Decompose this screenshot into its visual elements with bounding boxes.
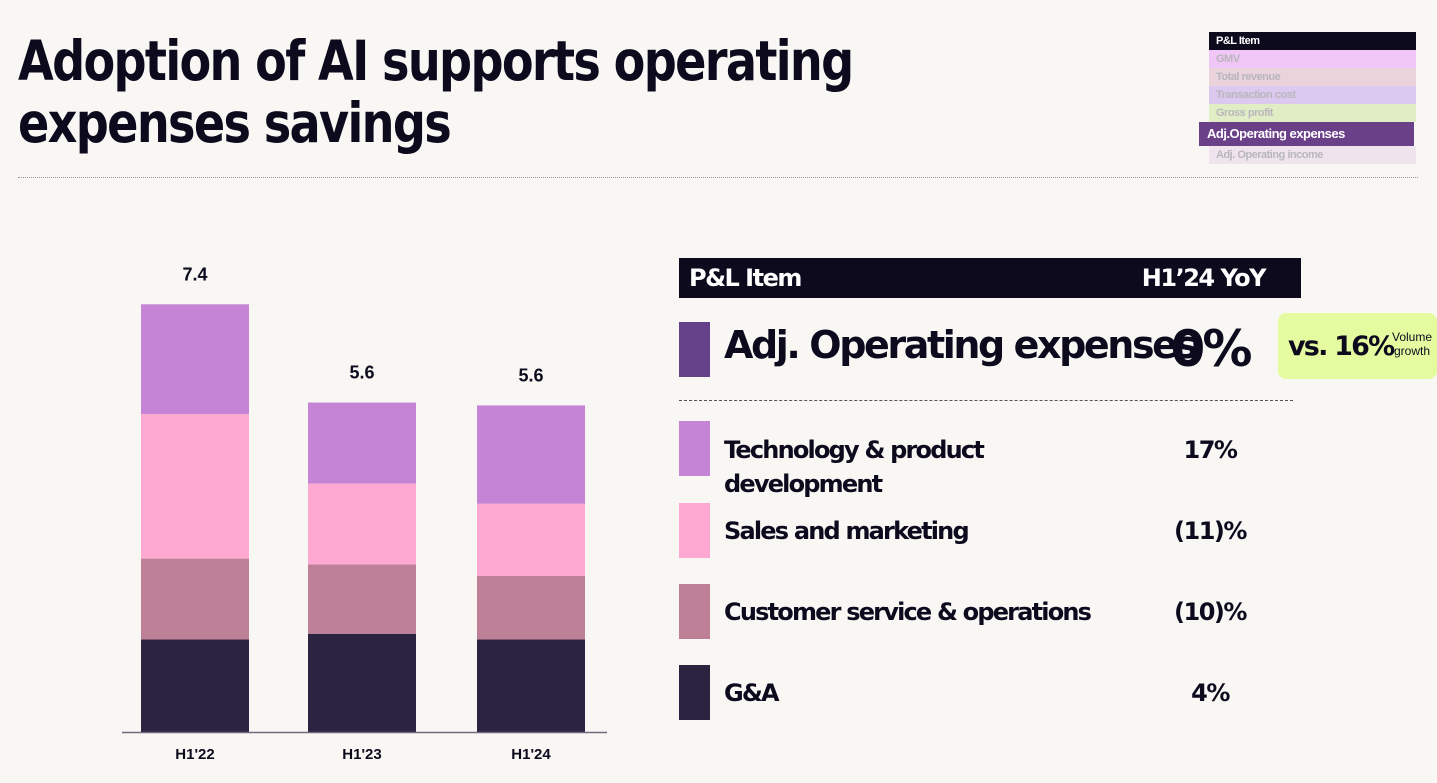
row-value-customer: (10)% [1174, 598, 1247, 626]
bar-segment-technology [141, 304, 249, 415]
callout-value: vs. 16% [1288, 331, 1395, 362]
row-value-sales: (11)% [1174, 517, 1247, 545]
total-label: Adj. Operating expenses [724, 323, 1198, 367]
x-axis-tick-label: H1'22 [175, 746, 214, 763]
nav-item-adj-operating-expenses[interactable]: Adj.Operating expenses [1199, 122, 1414, 146]
header-item: P&L Item [689, 264, 802, 292]
nav-item-gross-profit[interactable]: Gross profit [1209, 104, 1416, 122]
bar-total-label: 5.6 [349, 363, 374, 383]
row-value-ga: 4% [1191, 679, 1230, 707]
callout-note: Volume growth [1391, 330, 1433, 358]
bar-segment-ga [141, 639, 249, 732]
stacked-bar-chart: 7.4 H1'22 5.6 H1'23 5.6 H1'24 [122, 264, 607, 763]
row-label-customer: Customer service & operations [724, 598, 1092, 626]
bar-segment-technology [477, 405, 585, 504]
row-label-technology: Technology & product development [724, 436, 985, 498]
tech-swatch [679, 421, 710, 476]
total-swatch [679, 322, 710, 377]
bar-segment-technology [308, 402, 416, 484]
bar-segment-ga [477, 639, 585, 732]
nav-item-adj-operating-income[interactable]: Adj. Operating income [1209, 146, 1416, 164]
bar-segment-sales_marketing [308, 483, 416, 565]
bar-segment-sales_marketing [141, 414, 249, 559]
nav-item-gmv[interactable]: GMV [1209, 50, 1416, 68]
nav-item-pl-item[interactable]: P&L Item [1209, 32, 1416, 50]
table-divider [679, 400, 1293, 401]
volume-growth-callout: vs. 16% Volume growth [1278, 313, 1437, 379]
x-axis-tick-label: H1'23 [342, 746, 381, 763]
table-header: P&L Item H1’24 YoY [679, 258, 1301, 298]
customer-swatch [679, 584, 710, 639]
bar-segment-customer_service [141, 558, 249, 640]
header-yoy: H1’24 YoY [1141, 264, 1267, 292]
row-label-ga: G&A [724, 679, 780, 707]
bar-segment-customer_service [477, 575, 585, 640]
row-value-technology: 17% [1183, 436, 1238, 464]
nav-item-total-revenue[interactable]: Total revenue [1209, 68, 1416, 86]
title-divider [18, 177, 1418, 178]
bar-segment-ga [308, 633, 416, 732]
row-label-sales: Sales and marketing [724, 517, 970, 545]
bar-segment-customer_service [308, 564, 416, 634]
bar-segment-sales_marketing [477, 503, 585, 576]
total-value: 0% [1170, 320, 1253, 378]
bar-total-label: 5.6 [518, 365, 543, 385]
sales-swatch [679, 503, 710, 558]
nav-item-transaction-cost[interactable]: Transaction cost [1209, 86, 1416, 104]
bar-total-label: 7.4 [182, 264, 207, 284]
ga-swatch [679, 665, 710, 720]
page-title: Adoption of AI supports operating expens… [18, 29, 854, 155]
x-axis-tick-label: H1'24 [511, 746, 551, 763]
pl-navigation-legend: P&L Item GMV Total revenue Transaction c… [1199, 32, 1416, 164]
